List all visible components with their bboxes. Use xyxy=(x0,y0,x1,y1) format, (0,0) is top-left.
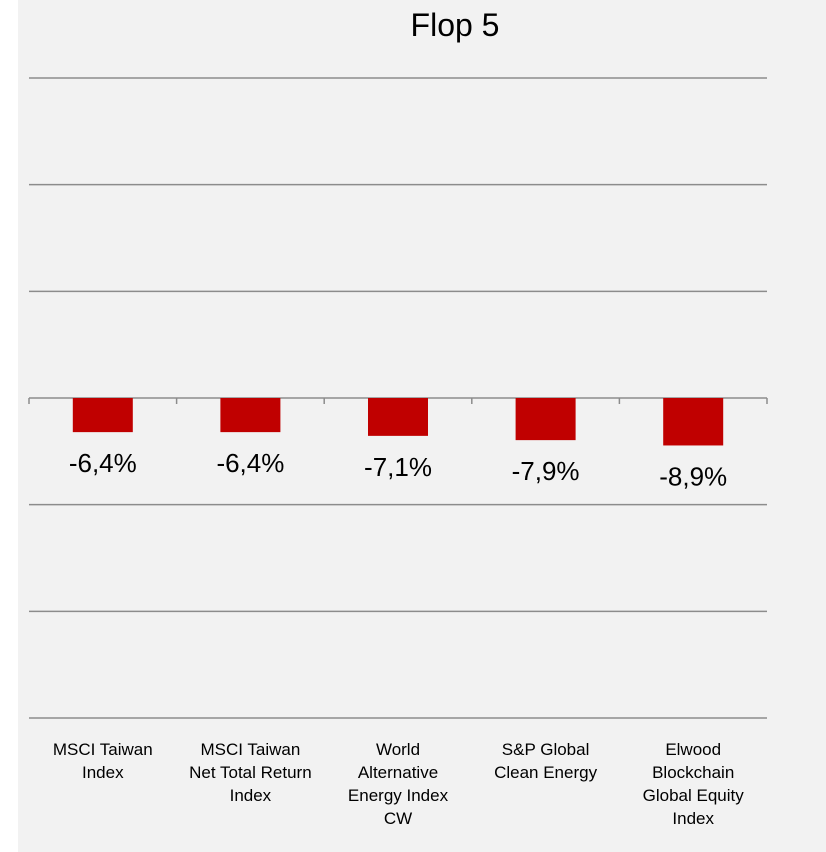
category-label: S&P Global Clean Energy xyxy=(494,740,598,782)
bar xyxy=(368,398,428,436)
data-label: -7,1% xyxy=(364,452,432,482)
data-label: -6,4% xyxy=(69,448,137,478)
category-label: Elwood Blockchain Global Equity Index xyxy=(643,740,745,828)
data-label: -8,9% xyxy=(659,461,727,491)
bar xyxy=(220,398,281,433)
category-label: MSCI Taiwan Index xyxy=(53,740,153,782)
bar xyxy=(72,398,133,433)
bar xyxy=(663,398,724,446)
category-label: MSCI Taiwan Net Total Return Index xyxy=(189,740,312,805)
data-label: -6,4% xyxy=(216,448,284,478)
data-label: -7,9% xyxy=(512,456,580,486)
chart-title: Flop 5 xyxy=(411,7,500,43)
category-label: World Alternative Energy Index CW xyxy=(348,740,449,828)
bar xyxy=(515,398,576,441)
